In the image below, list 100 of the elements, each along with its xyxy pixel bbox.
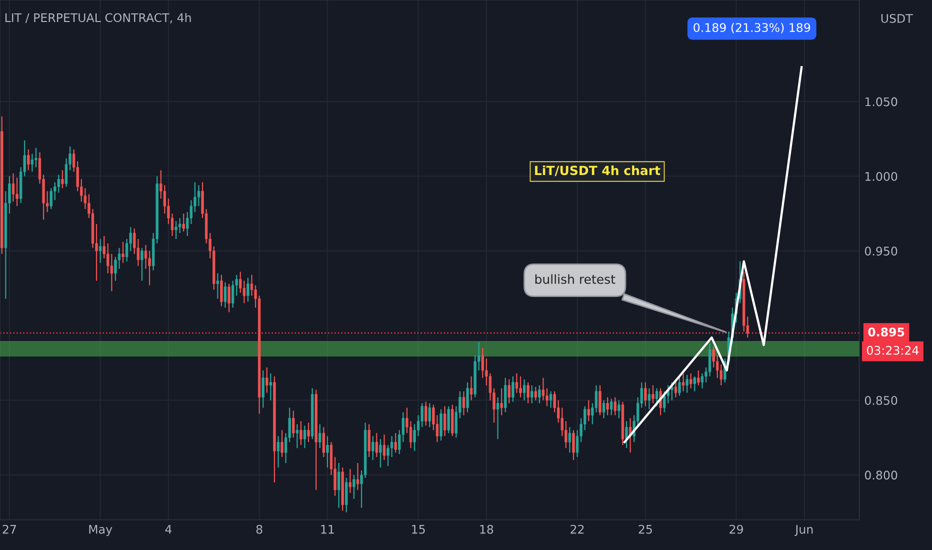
candlestick [300, 420, 302, 446]
candlestick [276, 436, 280, 468]
candlestick [280, 430, 284, 458]
annotation: 0.189 (21.33%) 189 [694, 22, 810, 34]
candlestick [379, 438, 382, 468]
candlestick [594, 384, 598, 413]
y-tick-label: 1.000 [865, 172, 898, 181]
candlestick [303, 425, 306, 449]
ref-line-label: 0.895 [868, 328, 904, 336]
candlestick [382, 434, 386, 461]
candlestick [534, 386, 537, 401]
candlestick [337, 462, 340, 508]
candlestick [648, 388, 651, 410]
candlestick [64, 158, 68, 188]
candlestick [390, 436, 394, 458]
x-tick-label: 29 [730, 524, 743, 534]
candlestick [182, 213, 185, 232]
x-tick-label: 25 [638, 524, 652, 534]
candlestick [98, 238, 102, 264]
candlestick [564, 420, 568, 449]
candlestick [618, 400, 620, 419]
text: 03:23:24 [866, 346, 919, 355]
candlestick [16, 177, 18, 207]
candlestick [224, 282, 227, 308]
candlestick [140, 247, 144, 282]
candlestick [602, 400, 606, 419]
candlestick [549, 390, 552, 408]
candlestick [61, 170, 64, 189]
candlestick [466, 382, 469, 413]
candlestick [440, 408, 442, 442]
candlestick [522, 378, 526, 401]
candlestick [372, 436, 374, 461]
x-tick-label: 11 [321, 524, 334, 534]
candlestick [266, 366, 268, 394]
candlestick [538, 384, 541, 404]
candlestick [530, 384, 534, 404]
candlestick [262, 370, 264, 408]
candlestick [269, 372, 272, 401]
candlestick [462, 390, 466, 416]
candlestick [118, 247, 121, 270]
candlestick [542, 377, 545, 401]
candlestick [50, 188, 52, 210]
candlestick [625, 420, 628, 449]
candlestick [122, 241, 124, 264]
candlestick [375, 432, 378, 458]
candlestick [409, 420, 412, 449]
candlestick [428, 402, 431, 428]
candlestick [496, 396, 500, 440]
candlestick [610, 398, 613, 416]
candlestick [424, 401, 428, 426]
candlestick [318, 424, 322, 449]
candlestick [568, 426, 572, 454]
x-tick-label: 15 [412, 524, 425, 534]
candlestick [368, 424, 370, 458]
candlestick [504, 377, 507, 413]
candlestick [690, 372, 692, 389]
x-tick-label: 18 [480, 524, 494, 534]
candlestick [216, 272, 220, 300]
candlestick [30, 153, 34, 172]
candlestick [526, 382, 530, 404]
candlestick [652, 384, 654, 404]
y-tick-label: 0.850 [864, 396, 898, 405]
candlestick [228, 283, 230, 313]
candlestick [356, 462, 360, 490]
y-axis-title: USDT [881, 14, 913, 23]
candlestick [598, 384, 602, 416]
candlestick [512, 376, 514, 402]
candlestick [587, 400, 590, 422]
annotation: LiT/USDT 4h chart [535, 165, 660, 176]
candlestick [443, 406, 446, 437]
candlestick [27, 148, 30, 171]
candlestick [686, 374, 688, 394]
candlestick [178, 218, 182, 234]
candlestick [515, 372, 518, 394]
candlestick [447, 406, 450, 434]
candlestick [693, 376, 696, 392]
candlestick [519, 376, 522, 398]
candlestick [678, 376, 681, 396]
y-tick-label: 1.050 [865, 97, 898, 106]
candlestick [326, 436, 329, 468]
candlestick [572, 430, 575, 461]
candlestick [682, 372, 685, 392]
candlestick [144, 244, 148, 270]
candlestick [352, 474, 356, 500]
x-tick-label: 8 [256, 524, 262, 534]
candlestick [697, 370, 700, 386]
candlestick [322, 426, 326, 458]
candlestick [174, 220, 178, 240]
candlestick [644, 382, 647, 407]
candlestick [481, 347, 484, 378]
candlestick [655, 388, 658, 407]
candlestick [246, 277, 250, 302]
candlestick [12, 172, 15, 202]
candlestick [197, 184, 200, 207]
x-tick-label: 4 [165, 524, 172, 534]
candlestick [345, 477, 348, 513]
candlestick [394, 432, 397, 454]
candlestick [606, 396, 609, 416]
candlestick [451, 404, 454, 437]
x-tick-label: Jun [794, 524, 813, 536]
